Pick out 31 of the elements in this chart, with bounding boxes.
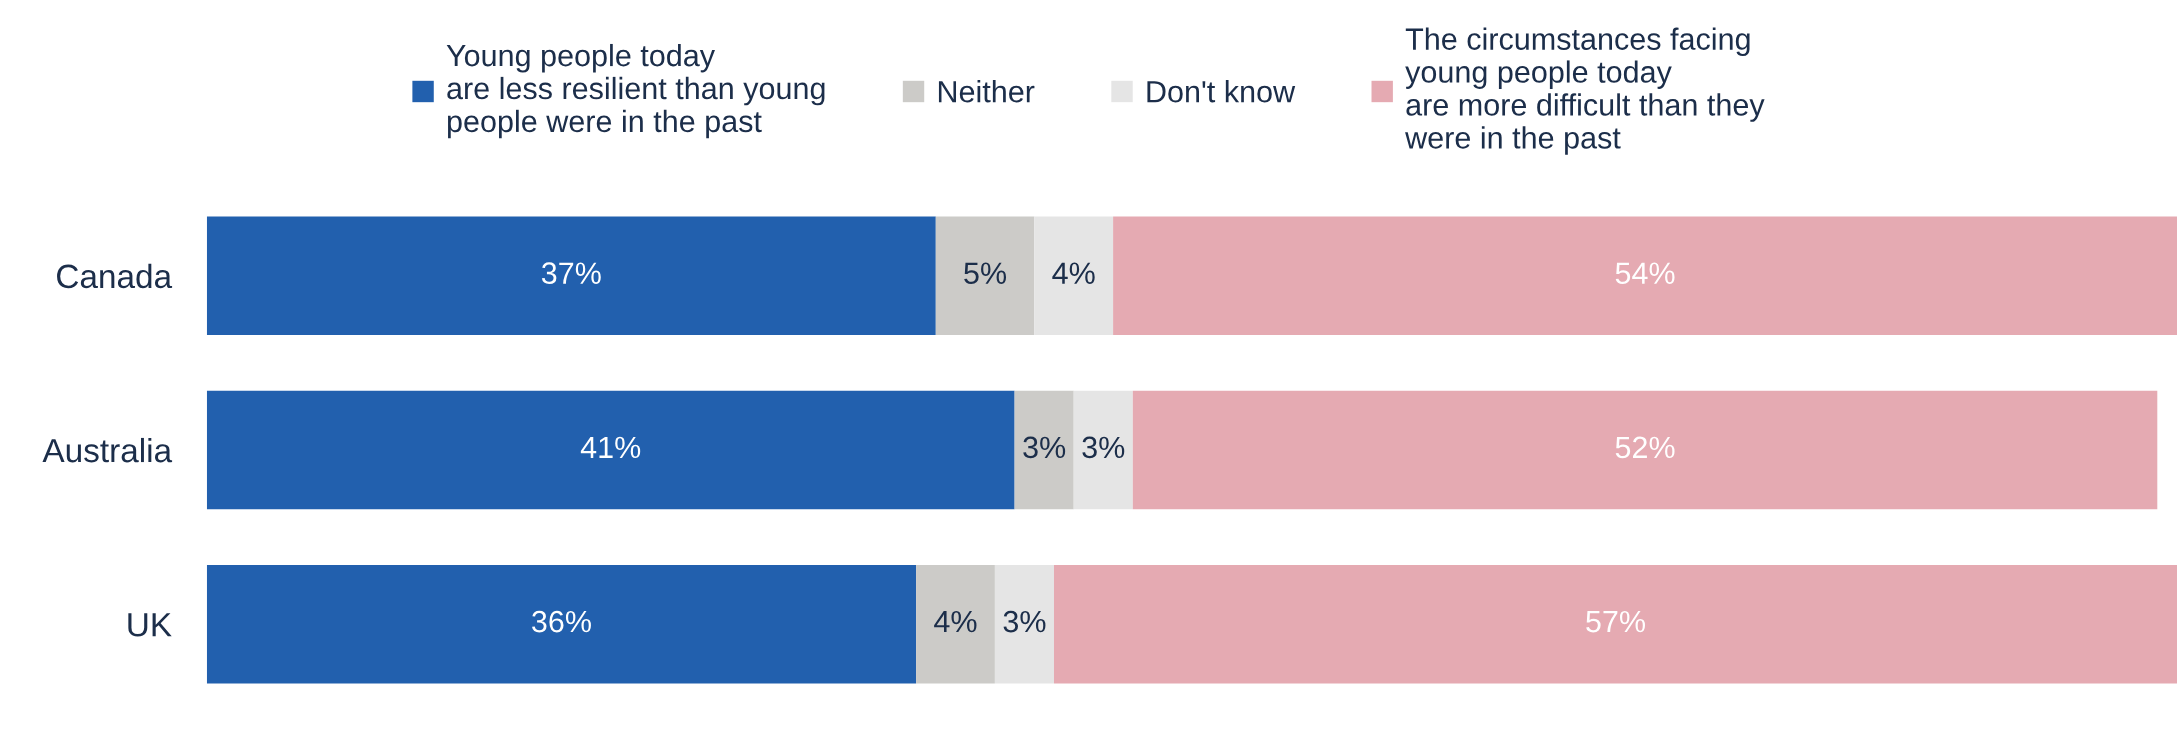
bar [206,564,917,684]
data-label: 36% [532,610,591,633]
y-tick-label: UK [128,613,172,637]
data-label: 57% [1586,610,1645,633]
data-label: 3% [1082,436,1125,459]
bar [206,216,936,336]
data-label: 52% [1615,436,1675,459]
data-label: 4% [934,610,977,633]
legend-label: Don't know [1147,80,1296,103]
data-label: 54% [1615,262,1675,285]
bar [1034,216,1114,336]
data-label: 3% [1003,610,1046,633]
bar [916,564,995,684]
bar [1073,390,1133,510]
legend-label: Neither [938,80,1035,103]
bar [935,216,1035,336]
bar [1113,216,2177,336]
legend-label: Young people today are less resilient than young people were in the past [446,43,825,139]
data-label: 4% [1052,262,1095,284]
data-label: 41% [580,436,641,459]
legend-label: The circumstances facing young people today are more difficult than they were in the past [1405,27,1765,155]
bar [1014,390,1074,510]
y-tick-label: Canada [57,263,173,289]
data-label: 37% [541,262,601,285]
data-label: 3% [1023,436,1066,459]
data-label: 5% [964,262,1007,285]
bar [1132,390,2158,510]
y-tick-label: Australia [42,437,173,463]
bar [206,390,1015,510]
bar [1053,564,2177,684]
bar [994,564,1054,684]
